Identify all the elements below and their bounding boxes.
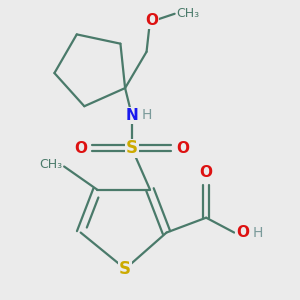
Text: N: N xyxy=(125,108,138,123)
Text: O: O xyxy=(176,141,189,156)
Text: H: H xyxy=(252,226,263,240)
Text: CH₃: CH₃ xyxy=(39,158,62,171)
Text: S: S xyxy=(126,139,138,157)
Text: CH₃: CH₃ xyxy=(176,7,200,20)
Text: H: H xyxy=(142,108,152,122)
Text: O: O xyxy=(74,141,87,156)
Text: S: S xyxy=(119,260,131,278)
Text: O: O xyxy=(236,225,249,240)
Text: O: O xyxy=(145,13,158,28)
Text: O: O xyxy=(200,165,213,180)
